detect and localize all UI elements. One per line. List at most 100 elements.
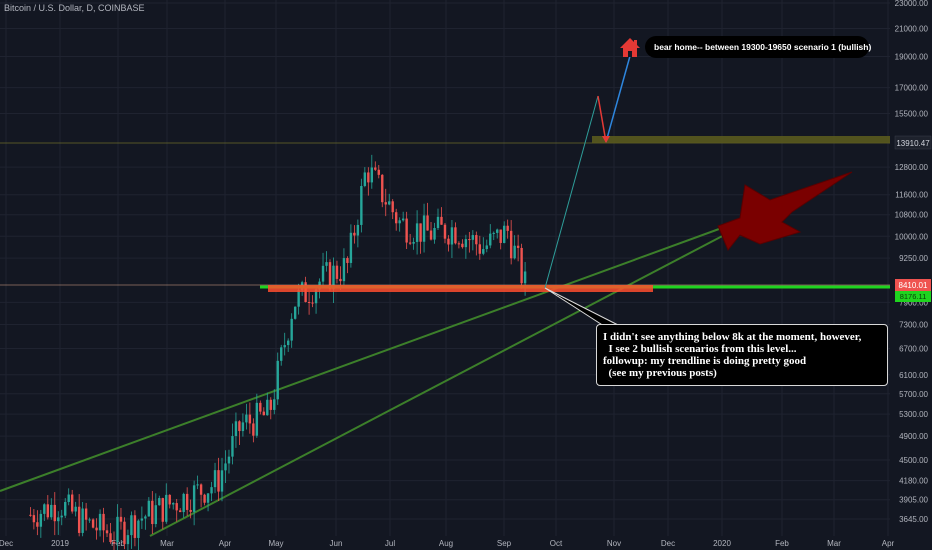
callout-line-4: followup: my trendline is doing pretty g… <box>603 355 807 367</box>
candle-body <box>321 265 325 282</box>
x-tick-label: 2020 <box>713 539 731 548</box>
x-tick-label: Nov <box>607 539 621 548</box>
candle-body <box>513 245 516 259</box>
candle-body <box>248 414 252 424</box>
candle-body <box>283 345 286 348</box>
candle-body <box>314 289 318 304</box>
candle-body <box>43 504 46 514</box>
candle-body <box>353 232 356 236</box>
candle-body <box>408 242 412 244</box>
candle-body <box>88 519 91 521</box>
candle-body <box>516 245 520 248</box>
y-tick-label: 23000.00 <box>895 0 929 8</box>
candle-body <box>64 501 67 516</box>
support-bar[interactable] <box>268 285 653 292</box>
candle-body <box>280 347 283 361</box>
candle-body <box>286 340 290 346</box>
x-tick-label: Mar <box>827 539 841 548</box>
candle-body <box>137 520 140 538</box>
candle-body <box>384 202 387 205</box>
resistance-zone[interactable] <box>592 136 890 143</box>
y-tick-label: 21000.00 <box>895 24 929 33</box>
candle-body <box>349 232 353 263</box>
y-axis: 3645.00 3905.00 4180.00 4500.00 4900.00 5300.… <box>895 0 929 524</box>
candle-body <box>151 500 154 525</box>
countdown-badge <box>895 291 931 302</box>
candle-body <box>381 174 384 203</box>
candle-body <box>98 513 102 531</box>
x-tick-label: Oct <box>550 539 563 548</box>
lower-trendline[interactable] <box>149 231 731 537</box>
y-tick-label: 10800.00 <box>895 211 929 220</box>
y-tick-label: 9250.00 <box>899 254 928 263</box>
y-tick-label: 7300.00 <box>899 320 928 329</box>
candle-body <box>252 423 255 436</box>
x-tick-label: Mar <box>160 539 174 548</box>
y-tick-label: 4500.00 <box>899 456 928 465</box>
current-price-badge <box>895 279 931 291</box>
upper-trendline[interactable] <box>0 224 731 492</box>
candle-body <box>339 278 342 282</box>
x-tick-label: Apr <box>219 539 232 548</box>
candle-body <box>489 233 492 246</box>
candle-body <box>429 230 433 240</box>
candle-body <box>57 517 60 522</box>
x-tick-label: Dec <box>661 539 675 548</box>
candle-body <box>220 470 224 492</box>
candle-body <box>126 535 130 545</box>
y-tick-label: 10000.00 <box>895 232 929 241</box>
y-tick-label: 6100.00 <box>899 371 928 380</box>
y-tick-label: 11600.00 <box>895 191 928 200</box>
candle-body <box>140 518 144 521</box>
candle-body <box>325 262 328 266</box>
candle-body <box>147 500 151 517</box>
candle-body <box>342 258 346 282</box>
target-annotation-bubble[interactable]: bear home-- between 19300-19650 scenario… <box>645 36 871 58</box>
candle-body <box>335 265 339 279</box>
candle-body <box>130 515 133 536</box>
candle-body <box>161 498 164 522</box>
candle-body <box>440 216 443 225</box>
candle-body <box>39 513 43 527</box>
candle-body <box>443 224 447 239</box>
candle-body <box>367 172 370 183</box>
projection-path-red[interactable] <box>597 95 607 143</box>
candle-body <box>133 515 137 538</box>
x-tick-label: 2019 <box>51 539 69 548</box>
candle-body <box>492 232 495 234</box>
candle-body <box>168 494 171 505</box>
candle-body <box>172 503 175 505</box>
candle-body <box>509 230 513 259</box>
candle-body <box>433 227 436 240</box>
candle-body <box>29 514 32 516</box>
candle-body <box>401 218 405 221</box>
candle-body <box>262 411 266 416</box>
projection-path-blue[interactable] <box>605 55 631 143</box>
candle-body <box>70 494 74 512</box>
candle-body <box>436 216 440 228</box>
candle-body <box>91 519 95 528</box>
candle-body <box>238 421 241 432</box>
candle-body <box>447 238 450 245</box>
candle-body <box>328 262 332 290</box>
y-tick-label: 5300.00 <box>899 410 928 419</box>
candle-body <box>259 402 262 412</box>
candle-body <box>46 504 50 518</box>
y-tick-label: 3645.00 <box>899 515 928 524</box>
candle-body <box>154 505 158 525</box>
candle-body <box>119 516 123 522</box>
candle-body <box>116 516 119 543</box>
candle-body <box>109 533 112 542</box>
candle-body <box>123 521 126 545</box>
candle-body <box>266 399 269 416</box>
y-tick-label: 4900.00 <box>899 432 928 441</box>
candle-body <box>81 508 84 533</box>
candle-body <box>377 169 380 175</box>
projection-path-fast[interactable] <box>544 95 599 289</box>
x-tick-label: Jul <box>385 539 395 548</box>
candle-body <box>50 504 53 518</box>
analysis-callout[interactable]: I didn't see anything below 8k at the mo… <box>596 324 888 386</box>
x-tick-label: May <box>268 539 283 548</box>
candle-body <box>293 306 297 319</box>
